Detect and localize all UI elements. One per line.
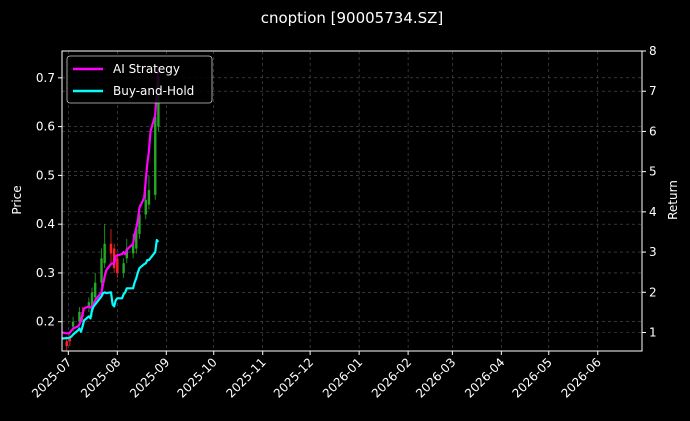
candle-body [71,321,75,327]
axes-frame [61,50,643,352]
candle-body [90,292,94,312]
candle [116,253,119,278]
y-tick-label: 0.6 [36,120,55,134]
plot-frame [61,50,643,352]
candle-body [93,282,97,298]
legend: AI Strategy Buy-and-Hold [66,55,213,104]
candle [103,224,106,269]
y-tick-label: 0.3 [36,266,55,280]
y-tick-label: 0.5 [36,168,55,182]
candle [100,248,103,288]
legend-label: AI Strategy [113,62,180,76]
series-line-ai-strategy [61,67,160,335]
candle-body [103,243,106,264]
y-right-tick-label: 2 [649,285,657,299]
candle [93,272,97,303]
candle-body [87,302,91,308]
y-right-tick-label: 6 [649,124,657,138]
candle-body [65,341,68,347]
candle [68,331,72,347]
y-right-tick-label: 8 [649,44,657,58]
candle [87,297,91,312]
series-lines [61,67,160,340]
legend-box [66,55,213,104]
candle-body [125,248,128,259]
y-tick-label: 0.4 [36,217,55,231]
candle-body [144,199,147,215]
candle-body [135,229,138,249]
y-tick-label: 0.7 [36,71,55,85]
y-right-tick-label: 4 [649,205,657,219]
candle-body [112,248,116,269]
candle-body [154,116,157,195]
candle-body [116,258,119,273]
y-right-tick-label: 3 [649,245,657,259]
series-line-buy-and-hold [61,238,160,340]
candle-body [100,258,103,283]
y-axis-right: 1 2 3 4 5 6 7 8 [642,44,657,340]
legend-label: Buy-and-Hold [113,84,194,98]
y-tick-label: 0.2 [36,315,55,329]
candle-body [68,336,72,342]
y-right-tick-label: 1 [649,326,657,340]
y-axis-label: Price [10,185,24,214]
candle-body [78,311,81,322]
candle-body [122,263,125,273]
candle [147,175,151,210]
y-axis-left: 0.2 0.3 0.4 0.5 0.6 0.7 [36,71,62,329]
chart-title: cnoption [90005734.SZ] [261,9,444,27]
y-axis-label-right: Return [666,180,680,220]
candle-body [109,243,113,254]
y-right-tick-label: 7 [649,84,657,98]
candle-body [131,243,135,254]
candle-body [138,214,141,234]
candle [122,258,125,278]
candle [112,243,116,273]
candle [109,229,113,264]
y-right-tick-label: 5 [649,165,657,179]
candle-body [147,190,151,205]
